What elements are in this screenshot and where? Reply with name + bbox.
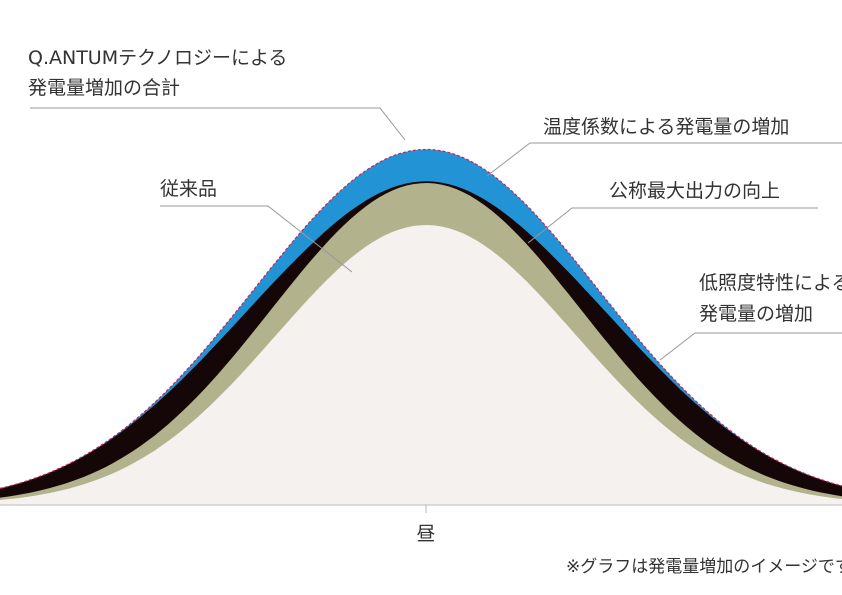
footnote: ※グラフは発電量増加のイメージです <box>566 557 842 577</box>
leader-conventional <box>160 205 353 273</box>
label-nominal: 公称最大出力の向上 <box>609 180 780 202</box>
area-layer <box>0 148 842 506</box>
x-tick-label-noon: 昼 <box>416 523 435 545</box>
leader-total <box>30 107 406 141</box>
leader-lowlight <box>659 332 842 361</box>
area-conventional <box>0 225 842 505</box>
label-total-line1: Q.ANTUMテクノロジーによる <box>28 47 287 69</box>
label-conventional: 従来品 <box>160 178 217 200</box>
leader-nominal <box>527 207 818 244</box>
label-total-line2: 発電量増加の合計 <box>28 77 180 99</box>
leader-temperature <box>486 142 842 177</box>
label-lowlight-line1: 低照度特性による <box>699 272 842 294</box>
label-lowlight-line2: 発電量の増加 <box>699 303 813 325</box>
label-temperature: 温度係数による発電量の増加 <box>543 116 789 138</box>
